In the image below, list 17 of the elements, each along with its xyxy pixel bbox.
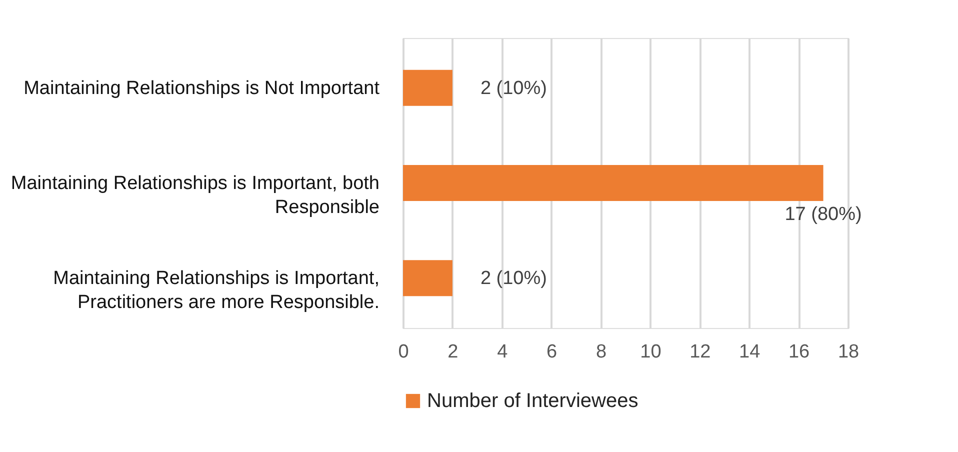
data-label: 17 (80%) <box>784 204 862 225</box>
x-tick-label: 4 <box>497 342 508 362</box>
x-tick-label: 0 <box>398 342 409 362</box>
x-tick-label: 16 <box>788 342 810 362</box>
data-label: 2 (10%) <box>480 268 547 290</box>
y-tick-label: Maintaining Relationships is Important, both Responsible <box>10 173 380 218</box>
x-tick-label: 10 <box>640 342 662 362</box>
legend-label: Number of Interviewees <box>427 390 638 412</box>
x-tick-label: 2 <box>448 342 458 362</box>
x-tick-label: 12 <box>690 342 711 362</box>
x-tick-label: 8 <box>596 342 607 362</box>
y-tick-label: Maintaining Relationships is Not Important <box>24 78 380 99</box>
x-tick-label: 6 <box>546 342 558 362</box>
data-label: 2 (10%) <box>480 78 547 99</box>
x-tick-label: 14 <box>739 342 761 362</box>
y-tick-label: Maintaining Relationships is Important, Practitioners are more Responsible. <box>53 268 380 314</box>
x-tick-label: 18 <box>838 342 860 362</box>
